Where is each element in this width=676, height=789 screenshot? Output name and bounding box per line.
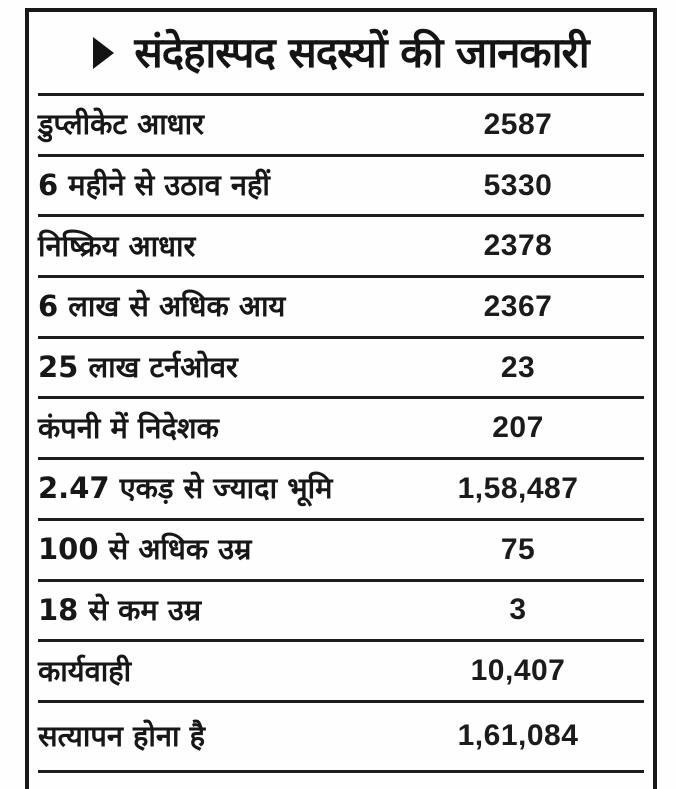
panel-header: संदेहास्पद सदस्यों की जानकारी <box>29 12 653 93</box>
row-label: 18 से कम उम्र <box>38 592 202 627</box>
row-label: निष्क्रिय आधार <box>38 228 196 263</box>
table-row: 25 लाख टर्नओवर 23 <box>38 335 644 397</box>
row-value: 2587 <box>483 107 553 141</box>
row-value: 207 <box>492 411 544 445</box>
table-row: 6 महीने से उठाव नहीं 5330 <box>38 153 644 215</box>
row-label: 6 महीने से उठाव नहीं <box>38 168 270 203</box>
row-label: 25 लाख टर्नओवर <box>38 350 238 385</box>
table-row: 2.47 एकड़ से ज्यादा भूमि 1,58,487 <box>38 457 644 518</box>
row-label: 6 लाख से अधिक आय <box>38 289 286 324</box>
row-value: 2367 <box>483 289 553 323</box>
panel-title: संदेहास्पद सदस्यों की जानकारी <box>134 27 589 77</box>
row-value: 10,407 <box>470 654 566 688</box>
table-row: 6 लाख से अधिक आय 2367 <box>38 275 644 336</box>
row-value: 5330 <box>483 168 553 202</box>
bullet-arrow-icon <box>93 36 115 69</box>
row-value: 75 <box>500 532 536 566</box>
row-value: 23 <box>500 350 536 384</box>
row-value: 3 <box>509 593 527 627</box>
row-value: 1,58,487 <box>457 471 579 505</box>
row-value: 2378 <box>483 229 553 263</box>
table-row: 18 से कम उम्र 3 <box>38 578 644 640</box>
table-row: डुप्लीकेट आधार 2587 <box>38 93 644 154</box>
row-value: 1,61,084 <box>457 719 579 753</box>
row-label: कंपनी में निदेशक <box>38 410 219 445</box>
table-row: 100 से अधिक उम्र 75 <box>38 517 644 579</box>
panel-frame: संदेहास्पद सदस्यों की जानकारी डुप्लीकेट … <box>25 8 657 789</box>
table-row: निष्क्रिय आधार 2378 <box>38 214 644 275</box>
row-label: कार्यवाही <box>38 653 132 688</box>
row-label: 100 से अधिक उम्र <box>38 532 252 567</box>
row-label: 2.47 एकड़ से ज्यादा भूमि <box>38 471 333 506</box>
table-row: सत्यापन होना है 1,61,084 <box>38 699 644 770</box>
data-table: डुप्लीकेट आधार 2587 6 महीने से उठाव नहीं… <box>38 93 644 773</box>
row-label: सत्यापन होना है <box>38 718 206 753</box>
table-row: कार्यवाही 10,407 <box>38 639 644 700</box>
row-label: डुप्लीकेट आधार <box>38 107 204 142</box>
table-row: कंपनी में निदेशक 207 <box>38 396 644 457</box>
